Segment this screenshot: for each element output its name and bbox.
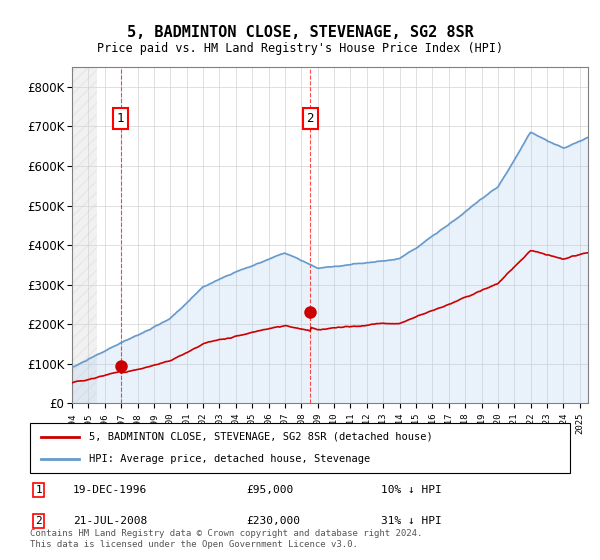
Text: £230,000: £230,000 — [246, 516, 300, 526]
Bar — [72, 67, 97, 403]
FancyBboxPatch shape — [30, 423, 570, 473]
Text: 2: 2 — [35, 516, 42, 526]
Text: HPI: Average price, detached house, Stevenage: HPI: Average price, detached house, Stev… — [89, 454, 371, 464]
Text: 5, BADMINTON CLOSE, STEVENAGE, SG2 8SR (detached house): 5, BADMINTON CLOSE, STEVENAGE, SG2 8SR (… — [89, 432, 433, 442]
Text: 1: 1 — [117, 112, 124, 125]
Text: 2: 2 — [307, 112, 314, 125]
Text: 10% ↓ HPI: 10% ↓ HPI — [381, 485, 442, 495]
Text: 5, BADMINTON CLOSE, STEVENAGE, SG2 8SR: 5, BADMINTON CLOSE, STEVENAGE, SG2 8SR — [127, 25, 473, 40]
Text: 21-JUL-2008: 21-JUL-2008 — [73, 516, 148, 526]
Text: £95,000: £95,000 — [246, 485, 293, 495]
Text: Contains HM Land Registry data © Crown copyright and database right 2024.
This d: Contains HM Land Registry data © Crown c… — [30, 529, 422, 549]
Text: 19-DEC-1996: 19-DEC-1996 — [73, 485, 148, 495]
Text: Price paid vs. HM Land Registry's House Price Index (HPI): Price paid vs. HM Land Registry's House … — [97, 42, 503, 55]
Text: 1: 1 — [35, 485, 42, 495]
Text: 31% ↓ HPI: 31% ↓ HPI — [381, 516, 442, 526]
